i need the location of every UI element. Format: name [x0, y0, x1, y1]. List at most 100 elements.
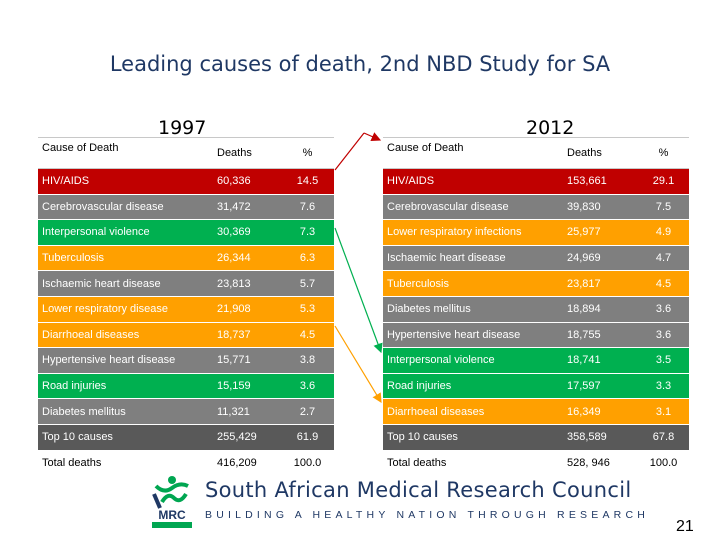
table-row: Total deaths 528, 946 100.0	[383, 450, 689, 476]
cell-pct: 3.5	[655, 354, 672, 367]
arrow-interpersonal-violence	[334, 227, 383, 354]
table-row: Top 10 causes 358,589 67.8	[383, 424, 689, 451]
header-cause: Cause of Death	[383, 137, 563, 169]
header-pct: %	[281, 137, 334, 169]
cell-cause: Tuberculosis	[42, 252, 104, 265]
cell-pct: 3.6	[655, 303, 672, 316]
cell-pct: 4.9	[655, 226, 672, 239]
table-row: Ischaemic heart disease 24,969 4.7	[383, 245, 689, 271]
cell-pct: 29.1	[652, 175, 675, 188]
cell-cause: Diabetes mellitus	[42, 405, 126, 418]
slide-title: Leading causes of death, 2nd NBD Study f…	[109, 52, 611, 76]
cell-deaths: 26,344	[217, 252, 251, 265]
cell-pct: 3.6	[299, 380, 316, 393]
cell-deaths: 18,894	[567, 303, 601, 316]
table-row: HIV/AIDS 60,336 14.5	[38, 168, 334, 195]
cell-pct: 100.0	[649, 456, 678, 469]
cell-cause: Top 10 causes	[42, 431, 113, 444]
cell-pct: 4.5	[299, 328, 316, 341]
cell-deaths: 153,661	[567, 175, 607, 188]
cell-pct: 5.7	[299, 277, 316, 290]
cell-deaths: 25,977	[567, 226, 601, 239]
cell-cause: Top 10 causes	[387, 431, 458, 444]
cell-pct: 61.9	[296, 431, 319, 444]
table-row: Diabetes mellitus 11,321 2.7	[38, 398, 334, 425]
arrow-hiv	[334, 132, 365, 171]
cell-pct: 7.6	[299, 200, 316, 213]
cell-cause: Road injuries	[42, 380, 107, 393]
table-row: Road injuries 15,159 3.6	[38, 373, 334, 399]
cell-cause: HIV/AIDS	[387, 175, 435, 188]
cell-cause: Ischaemic heart disease	[42, 277, 161, 290]
table-header-row: Cause of Death Deaths %	[38, 137, 334, 169]
cell-cause: Tuberculosis	[387, 277, 449, 290]
cell-deaths: 528, 946	[567, 456, 610, 469]
cell-deaths: 23,817	[567, 277, 601, 290]
header-cause: Cause of Death	[38, 137, 213, 169]
cell-cause: Total deaths	[42, 456, 102, 469]
table-row: Cerebrovascular disease 31,472 7.6	[38, 194, 334, 220]
cell-cause: Hypertensive heart disease	[42, 354, 176, 367]
table-row: Hypertensive heart disease 18,755 3.6	[383, 322, 689, 348]
cell-deaths: 15,159	[217, 380, 251, 393]
table-row: Interpersonal violence 18,741 3.5	[383, 347, 689, 374]
cell-cause: Road injuries	[387, 380, 452, 393]
cell-deaths: 24,969	[567, 252, 601, 265]
org-tagline: BUILDING A HEALTHY NATION THROUGH RESEAR…	[205, 509, 650, 521]
cell-cause: HIV/AIDS	[42, 175, 90, 188]
cell-deaths: 17,597	[567, 380, 601, 393]
table-row: Cerebrovascular disease 39,830 7.5	[383, 194, 689, 220]
year-label-1997: 1997	[158, 117, 207, 139]
table-row: Ischaemic heart disease 23,813 5.7	[38, 270, 334, 297]
cell-pct: 7.5	[655, 200, 672, 213]
cell-cause: Cerebrovascular disease	[387, 200, 509, 213]
table-header-row: Cause of Death Deaths %	[383, 137, 689, 169]
cell-cause: Diarrhoeal diseases	[42, 328, 140, 341]
year-label-2012: 2012	[526, 117, 575, 139]
table-row: Tuberculosis 26,344 6.3	[38, 245, 334, 271]
cell-pct: 3.1	[655, 405, 672, 418]
cell-pct: 67.8	[652, 431, 675, 444]
cell-cause: Ischaemic heart disease	[387, 252, 506, 265]
cell-deaths: 18,737	[217, 328, 251, 341]
cell-cause: Total deaths	[387, 456, 447, 469]
cell-deaths: 31,472	[217, 200, 251, 213]
cell-pct: 3.8	[299, 354, 316, 367]
cell-deaths: 358,589	[567, 431, 607, 444]
header-deaths: Deaths	[563, 137, 638, 169]
cell-pct: 4.5	[655, 277, 672, 290]
cell-deaths: 255,429	[217, 431, 257, 444]
table-row: Diarrhoeal diseases 18,737 4.5	[38, 322, 334, 348]
svg-text:MRC: MRC	[158, 508, 186, 522]
header-pct: %	[638, 137, 689, 169]
table-row: Diabetes mellitus 18,894 3.6	[383, 296, 689, 323]
table-row: Road injuries 17,597 3.3	[383, 373, 689, 399]
cell-pct: 4.7	[655, 252, 672, 265]
cell-cause: Interpersonal violence	[387, 354, 495, 367]
cell-deaths: 18,755	[567, 328, 601, 341]
table-2012: Cause of Death Deaths % HIV/AIDS 153,661 2…	[383, 137, 689, 476]
cell-deaths: 15,771	[217, 354, 251, 367]
cell-pct: 7.3	[299, 226, 316, 239]
cell-cause: Lower respiratory disease	[42, 303, 168, 316]
cell-cause: Diarrhoeal diseases	[387, 405, 485, 418]
cell-pct: 2.7	[299, 405, 316, 418]
header-deaths: Deaths	[213, 137, 281, 169]
cell-cause: Cerebrovascular disease	[42, 200, 164, 213]
cell-cause: Interpersonal violence	[42, 226, 150, 239]
cell-deaths: 416,209	[217, 456, 257, 469]
cell-deaths: 30,369	[217, 226, 251, 239]
page-number: 21	[676, 518, 694, 535]
table-row: Lower respiratory disease 21,908 5.3	[38, 296, 334, 323]
arrow-hiv-head	[363, 132, 382, 142]
table-row: Total deaths 416,209 100.0	[38, 450, 334, 476]
table-row: HIV/AIDS 153,661 29.1	[383, 168, 689, 195]
cell-pct: 14.5	[296, 175, 319, 188]
cell-deaths: 60,336	[217, 175, 251, 188]
table-row: Lower respiratory infections 25,977 4.9	[383, 219, 689, 246]
cell-pct: 3.6	[655, 328, 672, 341]
cell-deaths: 18,741	[567, 354, 601, 367]
cell-pct: 100.0	[293, 456, 322, 469]
mrc-logo: MRC	[152, 476, 192, 528]
table-1997: Cause of Death Deaths % HIV/AIDS 60,336 14…	[38, 137, 334, 476]
